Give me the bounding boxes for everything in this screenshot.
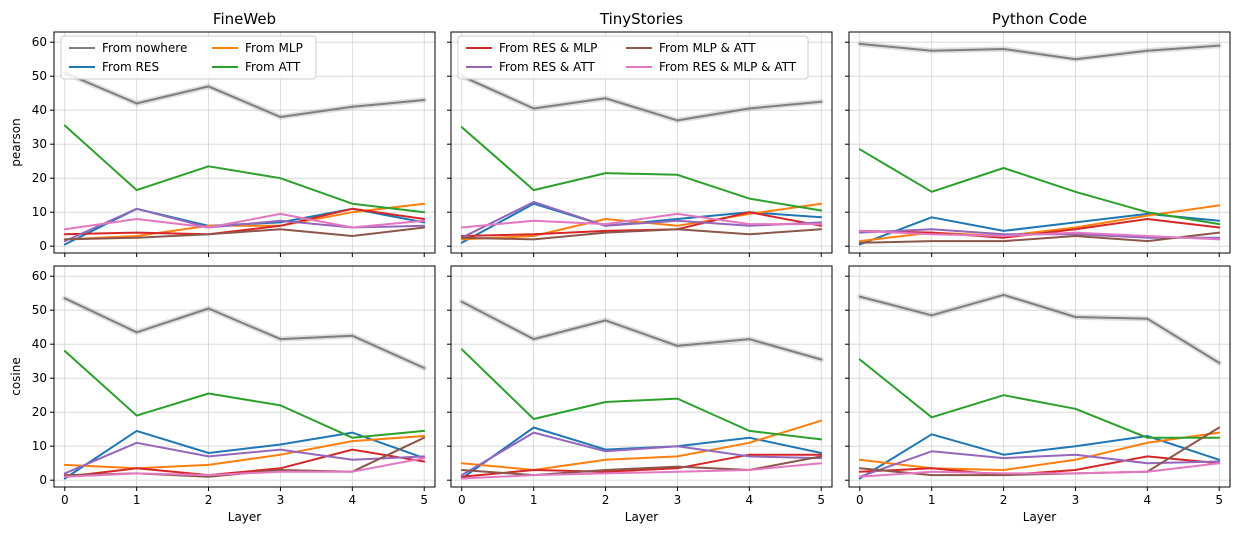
series-line-from-nowhere (858, 42, 1221, 61)
legend-box (60, 35, 317, 80)
y-tick-label: 50 (32, 303, 47, 317)
y-tick-label: 30 (32, 371, 47, 385)
legend-box (457, 35, 809, 80)
series-line-from-res-and-mlp-and-att (858, 462, 1221, 478)
x-tick-label: 1 (133, 493, 141, 507)
axes-frame (848, 265, 1231, 488)
panel-4: 0 10 20 30 40 50 60 0 1 2 3 4 5 cosine Layer (9, 265, 436, 524)
x-tick-label: 5 (817, 493, 825, 507)
y-tick-label: 0 (39, 473, 47, 487)
y-tick-label: 20 (32, 171, 47, 185)
x-tick-label: 5 (420, 493, 428, 507)
series-line-from-mlp-and-att (460, 455, 823, 477)
axes-frame (53, 265, 436, 488)
x-tick-label: 4 (349, 493, 357, 507)
x-tick-label: 0 (856, 493, 864, 507)
series-line-from-res-and-mlp-and-att (63, 212, 426, 231)
series-line-from-nowhere (460, 75, 823, 122)
panel-5: 0 1 2 3 4 5 Layer (447, 265, 833, 524)
series-line-from-mlp-and-att (460, 228, 823, 241)
series-line-from-att (63, 124, 426, 214)
series-line-from-nowhere (63, 71, 426, 118)
x-axis-label: Layer (1023, 510, 1057, 524)
panel-title: Python Code (992, 10, 1087, 28)
axes-frame (450, 265, 833, 488)
series-line-from-res-and-mlp-and-att (460, 462, 823, 480)
panel-3: Python Code (845, 10, 1231, 257)
series-line-from-mlp (460, 419, 823, 471)
legend-1: From nowhere From RES From MLP From ATT (60, 35, 317, 80)
series-line-from-mlp (858, 431, 1221, 471)
panel-title: TinyStories (599, 10, 683, 28)
legend-label-from-mlp: From MLP (245, 41, 303, 55)
legend-2: From RES & MLP From RES & ATT From MLP & A… (457, 35, 809, 80)
y-tick-label: 20 (32, 405, 47, 419)
series-line-from-res-and-mlp (63, 207, 426, 236)
x-tick-label: 2 (602, 493, 610, 507)
series-line-from-res-and-mlp-and-att (460, 212, 823, 229)
y-tick-label: 50 (32, 69, 47, 83)
series-line-from-att (460, 126, 823, 212)
axes-frame (53, 31, 436, 254)
series-line-from-res-and-att (460, 431, 823, 477)
x-tick-label: 3 (1072, 493, 1080, 507)
x-tick-label: 2 (1000, 493, 1008, 507)
axes-frame (848, 31, 1231, 254)
y-tick-label: 0 (39, 239, 47, 253)
series-line-from-nowhere (460, 300, 823, 361)
x-tick-label: 2 (205, 493, 213, 507)
y-tick-label: 30 (32, 137, 47, 151)
x-tick-label: 4 (746, 493, 754, 507)
x-axis-label: Layer (228, 510, 262, 524)
series-line-from-res-and-mlp-and-att (63, 457, 426, 478)
series-line-from-res-and-mlp (460, 453, 823, 478)
legend-label-from-mlp-and-att: From MLP & ATT (659, 41, 756, 55)
x-tick-label: 3 (277, 493, 285, 507)
legend-label-from-att: From ATT (245, 60, 301, 74)
y-tick-label: 10 (32, 205, 47, 219)
legend-label-from-res-and-mlp: From RES & MLP (499, 41, 597, 55)
series-line-from-mlp-and-att (63, 226, 426, 241)
panel-6: 0 1 2 3 4 5 Layer (845, 265, 1231, 524)
series-line-from-res-and-att (460, 201, 823, 239)
series-line-from-att (858, 148, 1221, 226)
series-line-from-res (858, 433, 1221, 480)
series-line-from-mlp-and-att (858, 231, 1221, 244)
y-tick-label: 60 (32, 269, 47, 283)
y-axis-label: pearson (9, 118, 23, 167)
x-tick-label: 0 (458, 493, 466, 507)
series-band-from-nowhere (62, 295, 427, 371)
legend-label-from-res-and-att: From RES & ATT (499, 60, 595, 74)
series-line-from-att (858, 358, 1221, 439)
series-line-from-nowhere (858, 293, 1221, 364)
series-line-from-mlp (63, 435, 426, 470)
x-tick-label: 4 (1144, 493, 1152, 507)
x-tick-label: 5 (1215, 493, 1223, 507)
series-line-from-res-and-mlp (63, 448, 426, 478)
series-band-from-nowhere (857, 41, 1222, 62)
axes-frame (450, 31, 833, 254)
x-tick-label: 0 (61, 493, 69, 507)
x-tick-label: 3 (674, 493, 682, 507)
y-tick-label: 60 (32, 35, 47, 49)
series-line-from-res-and-mlp-and-att (858, 229, 1221, 241)
y-tick-label: 40 (32, 337, 47, 351)
series-line-from-nowhere (63, 297, 426, 369)
series-line-from-att (460, 348, 823, 441)
y-tick-label: 10 (32, 439, 47, 453)
series-band-from-nowhere (459, 73, 824, 124)
y-tick-label: 40 (32, 103, 47, 117)
x-tick-label: 1 (530, 493, 538, 507)
series-line-from-res-and-att (63, 441, 426, 475)
y-axis-label: cosine (9, 357, 23, 396)
legend-label-from-nowhere: From nowhere (102, 41, 187, 55)
series-line-from-res-and-att (858, 450, 1221, 478)
legend-label-from-res: From RES (102, 60, 159, 74)
panel-title: FineWeb (213, 10, 276, 28)
x-tick-label: 1 (928, 493, 936, 507)
x-axis-label: Layer (625, 510, 659, 524)
legend-label-from-res-and-mlp-and-att: From RES & MLP & ATT (659, 60, 797, 74)
series-line-from-att (63, 350, 426, 439)
